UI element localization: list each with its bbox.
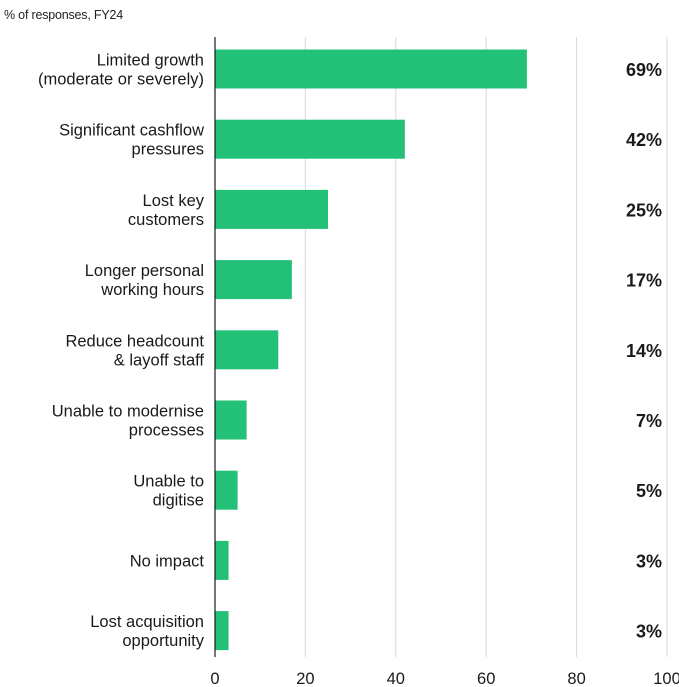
value-label: 69% <box>626 60 662 80</box>
bar <box>215 400 247 440</box>
bar <box>215 470 238 510</box>
bar <box>215 119 405 159</box>
x-tick-label: 0 <box>210 670 219 687</box>
value-label: 14% <box>626 341 662 361</box>
x-tick-label: 100 <box>653 670 679 687</box>
category-label: Unable to digitise <box>133 473 204 510</box>
x-tick-label: 60 <box>477 670 495 687</box>
category-label: Lost key customers <box>128 192 205 229</box>
value-label: 3% <box>636 551 662 571</box>
bar <box>215 260 292 300</box>
x-tick-label: 80 <box>567 670 585 687</box>
value-label: 42% <box>626 130 662 150</box>
bars <box>215 49 527 651</box>
x-tick-label: 20 <box>296 670 314 687</box>
value-label: 5% <box>636 481 662 501</box>
value-label: 17% <box>626 271 662 291</box>
bar <box>215 189 328 229</box>
category-label: Unable to modernise processes <box>52 403 204 440</box>
category-label: Limited growth (moderate or severely) <box>38 52 204 89</box>
bar <box>215 540 229 580</box>
x-tick-label: 40 <box>387 670 405 687</box>
x-axis-ticks: 0 20 40 60 80 100 <box>210 670 679 687</box>
category-labels: Limited growth (moderate or severely) Sign… <box>38 52 205 651</box>
value-label: 7% <box>636 411 662 431</box>
bar <box>215 330 279 370</box>
bar <box>215 49 527 89</box>
chart-subtitle: % of responses, FY24 <box>4 8 123 22</box>
value-labels: 69% 42% 25% 17% 14% 7% 5% 3% 3% <box>626 60 662 642</box>
value-label: 25% <box>626 200 662 220</box>
bar <box>215 611 229 651</box>
category-label: Longer personal working hours <box>85 262 204 299</box>
category-label: Significant cashflow pressures <box>59 122 204 159</box>
value-label: 3% <box>636 622 662 642</box>
category-label: No impact <box>130 552 205 570</box>
category-label: Reduce headcount & layoff staff <box>65 332 204 369</box>
category-label: Lost acquisition opportunity <box>90 613 204 650</box>
